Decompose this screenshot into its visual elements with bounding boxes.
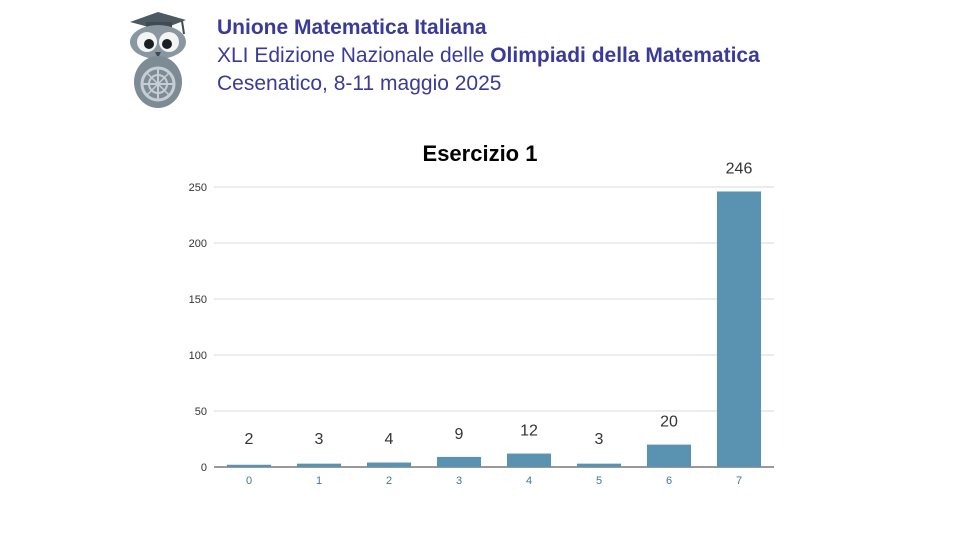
x-tick-label: 6 xyxy=(666,475,672,487)
slide-header: Unione Matematica Italiana XLI Edizione … xyxy=(217,14,760,98)
bar-6 xyxy=(646,444,692,467)
x-tick-label: 1 xyxy=(316,475,322,487)
x-tick-label: 7 xyxy=(736,475,742,487)
edition-prefix: XLI Edizione Nazionale delle xyxy=(217,44,485,67)
y-tick-label: 0 xyxy=(201,462,207,474)
y-tick-label: 100 xyxy=(189,350,207,362)
edition-line: XLI Edizione Nazionale delle Olimpiadi d… xyxy=(217,42,760,70)
data-label-5: 3 xyxy=(595,431,604,448)
data-label-1: 3 xyxy=(315,431,324,448)
bar-1 xyxy=(296,463,342,467)
organization-name: Unione Matematica Italiana xyxy=(217,16,487,39)
y-tick-label: 250 xyxy=(189,182,207,194)
bar-3 xyxy=(436,456,482,467)
bar-4 xyxy=(506,453,552,467)
bars xyxy=(226,191,762,468)
bar-7 xyxy=(716,191,762,468)
x-tick-label: 0 xyxy=(246,475,252,487)
x-axis-ticks: 0 1 2 3 4 5 6 7 xyxy=(246,475,742,487)
y-tick-label: 200 xyxy=(189,238,207,250)
bar-5 xyxy=(576,463,622,467)
x-tick-label: 3 xyxy=(456,475,462,487)
chart-title: Esercizio 1 xyxy=(423,141,538,166)
data-label-3: 9 xyxy=(455,426,464,443)
x-tick-label: 4 xyxy=(526,475,532,487)
grid-lines xyxy=(214,186,774,468)
data-labels: 2 3 4 9 12 3 20 246 xyxy=(245,160,753,448)
y-axis-ticks: 0 50 100 150 200 250 xyxy=(189,182,207,474)
y-tick-label: 50 xyxy=(195,406,207,418)
data-label-6: 20 xyxy=(660,414,678,431)
location-date: Cesenatico, 8-11 maggio 2025 xyxy=(217,72,502,95)
y-tick-label: 150 xyxy=(189,294,207,306)
x-tick-label: 5 xyxy=(596,475,602,487)
data-label-2: 4 xyxy=(385,431,394,448)
data-label-0: 2 xyxy=(245,431,254,448)
data-label-7: 246 xyxy=(726,160,753,177)
owl-mascot-icon xyxy=(130,12,186,108)
x-tick-label: 2 xyxy=(386,475,392,487)
bar-0 xyxy=(226,464,272,467)
bar-2 xyxy=(366,462,412,467)
data-label-4: 12 xyxy=(520,423,538,440)
edition-bold: Olimpiadi della Matematica xyxy=(490,44,760,67)
